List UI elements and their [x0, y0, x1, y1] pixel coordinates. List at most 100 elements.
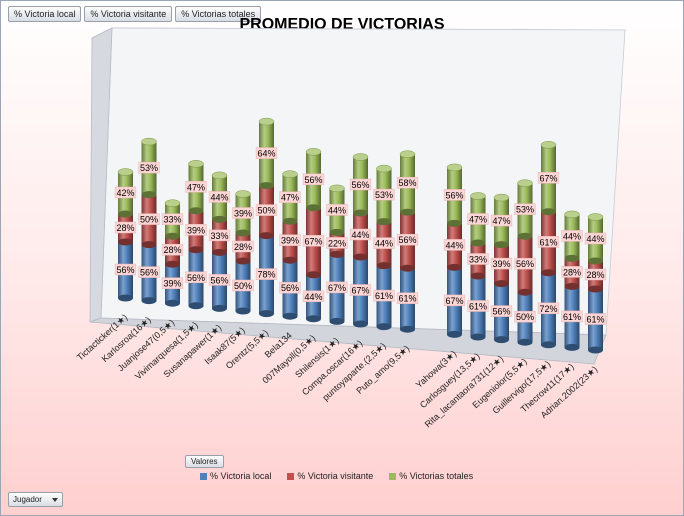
bar-column — [517, 179, 533, 346]
chevron-down-icon — [51, 497, 58, 502]
svg-text:39%: 39% — [234, 209, 252, 219]
svg-text:28%: 28% — [116, 223, 134, 233]
svg-text:42%: 42% — [116, 188, 134, 198]
data-label: 56% — [114, 263, 137, 276]
data-label: 39% — [490, 257, 513, 270]
field-button-victoria-visitante[interactable]: % Victoria visitante — [84, 6, 173, 22]
data-label: 42% — [114, 186, 137, 199]
svg-text:56%: 56% — [304, 175, 322, 185]
svg-text:22%: 22% — [328, 238, 346, 248]
svg-text:44%: 44% — [328, 205, 346, 215]
valores-field-button[interactable]: Valores — [185, 455, 224, 468]
svg-text:67%: 67% — [445, 296, 463, 306]
svg-text:64%: 64% — [257, 149, 275, 159]
svg-text:50%: 50% — [234, 281, 252, 291]
svg-text:61%: 61% — [539, 237, 557, 247]
svg-text:28%: 28% — [563, 267, 581, 277]
data-label: 33% — [161, 213, 184, 225]
data-label: 50% — [255, 204, 278, 216]
svg-text:33%: 33% — [163, 215, 181, 225]
data-label: 33% — [208, 229, 231, 242]
svg-text:56%: 56% — [351, 180, 369, 190]
svg-text:33%: 33% — [469, 255, 487, 265]
svg-text:61%: 61% — [375, 291, 393, 301]
legend-label-visitante: % Victoria visitante — [297, 471, 374, 481]
data-label: 47% — [490, 214, 513, 227]
data-label: 47% — [185, 181, 207, 193]
legend-item-local: % Victoria local — [200, 471, 271, 481]
svg-text:50%: 50% — [257, 206, 275, 216]
svg-text:72%: 72% — [539, 304, 557, 314]
svg-text:56%: 56% — [140, 268, 158, 278]
data-label: 61% — [561, 310, 583, 323]
data-label: 28% — [232, 240, 254, 253]
chart-legend: % Victoria local % Victoria visitante % … — [200, 471, 473, 481]
legend-label-totales: % Victorias totales — [399, 471, 474, 481]
svg-text:58%: 58% — [398, 178, 416, 188]
data-label: 56% — [208, 274, 231, 286]
data-label: 56% — [279, 281, 301, 294]
data-label: 61% — [584, 313, 607, 325]
data-label: 67% — [326, 281, 348, 294]
data-label: 61% — [396, 292, 419, 304]
svg-text:44%: 44% — [445, 240, 463, 250]
data-label: 50% — [138, 213, 160, 225]
data-label: 72% — [537, 302, 560, 315]
svg-text:39%: 39% — [492, 259, 510, 269]
data-labels-group: 56% 28% 42% 56% 50% 53% 39% 28% 33% 56% 39% 47% 56% 3… — [114, 147, 607, 325]
svg-text:47%: 47% — [492, 216, 510, 226]
data-label: 39% — [161, 277, 184, 289]
data-label: 67% — [349, 284, 372, 296]
data-label: 67% — [537, 172, 560, 184]
svg-text:67%: 67% — [304, 236, 322, 246]
jugador-label: Jugador — [13, 495, 42, 504]
pivot-field-buttons: % Victoria local % Victoria visitante % … — [8, 6, 262, 22]
data-label: 44% — [443, 239, 466, 251]
field-button-victoria-local[interactable]: % Victoria local — [8, 6, 82, 22]
data-label: 50% — [514, 310, 536, 323]
svg-text:56%: 56% — [398, 235, 416, 245]
data-label: 53% — [514, 203, 536, 215]
data-label: 61% — [373, 289, 395, 302]
svg-text:56%: 56% — [210, 275, 228, 285]
legend-swatch-visitante — [287, 472, 295, 480]
data-label: 67% — [302, 235, 325, 247]
data-label: 78% — [255, 268, 278, 280]
svg-text:53%: 53% — [375, 190, 393, 200]
svg-text:44%: 44% — [210, 192, 228, 202]
data-label: 28% — [161, 243, 184, 256]
svg-text:50%: 50% — [140, 215, 158, 225]
data-label: 53% — [138, 161, 160, 174]
data-label: 56% — [443, 189, 466, 201]
data-label: 33% — [467, 253, 489, 265]
field-button-victorias-totales[interactable]: % Victorias totales — [175, 6, 262, 22]
svg-text:44%: 44% — [586, 234, 604, 244]
bar-column — [117, 168, 134, 302]
svg-text:56%: 56% — [187, 273, 205, 283]
svg-text:56%: 56% — [445, 190, 463, 200]
svg-text:78%: 78% — [257, 270, 275, 280]
svg-text:53%: 53% — [516, 205, 534, 215]
svg-text:39%: 39% — [163, 279, 181, 289]
svg-text:56%: 56% — [116, 265, 134, 275]
legend-item-totales: % Victorias totales — [389, 471, 473, 481]
svg-text:56%: 56% — [281, 283, 299, 293]
data-label: 56% — [490, 305, 513, 317]
data-label: 47% — [467, 213, 489, 225]
data-label: 56% — [185, 271, 207, 284]
data-label: 22% — [326, 237, 348, 249]
data-label: 61% — [467, 300, 489, 312]
jugador-field-dropdown[interactable]: Jugador — [8, 492, 63, 507]
svg-text:56%: 56% — [492, 307, 510, 317]
svg-text:44%: 44% — [563, 231, 581, 241]
svg-text:61%: 61% — [563, 312, 581, 322]
data-label: 28% — [561, 266, 583, 278]
data-label: 50% — [232, 279, 254, 292]
data-label: 56% — [396, 233, 419, 246]
svg-text:47%: 47% — [469, 215, 487, 225]
bar-segment-totales[interactable] — [164, 199, 181, 240]
data-label: 28% — [584, 268, 607, 281]
svg-text:47%: 47% — [187, 182, 205, 192]
svg-text:56%: 56% — [516, 259, 534, 269]
